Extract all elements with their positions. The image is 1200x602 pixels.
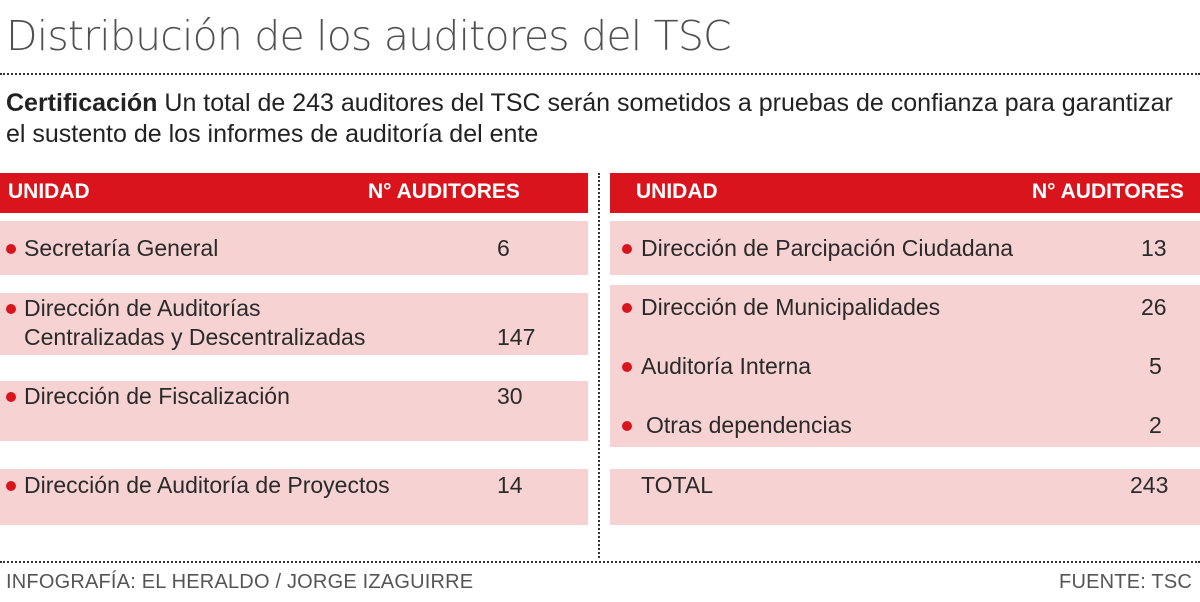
footer-source: FUENTE: TSC [1059,571,1192,593]
bullet-icon [6,304,16,314]
row-band [0,221,588,275]
footer-credit: INFOGRAFÍA: EL HERALDO / JORGE IZAGUIRRE [6,571,474,593]
row-value: 30 [497,383,523,409]
row-value: 2 [1149,412,1162,438]
row-band [0,469,588,525]
table-row: Secretaría General 6 [0,233,588,263]
bullet-icon [622,421,632,431]
table-row: Dirección de Fiscalización 30 [0,381,588,411]
bullet-icon [622,362,632,372]
bullet-icon [622,244,632,254]
table-row: Dirección de Parcipación Ciudadana 13 [610,233,1200,263]
bullet-icon [622,303,632,313]
footer-divider [0,561,1200,563]
row-band [610,221,1200,275]
page-title: Distribución de los auditores del TSC [6,12,732,60]
row-label: Secretaría General [24,235,219,261]
row-value: 26 [1141,294,1167,320]
row-value: 6 [497,235,510,261]
row-band [0,293,588,355]
row-label: Dirección de Auditoría de Proyectos [24,472,390,498]
row-value: 5 [1149,353,1162,379]
row-value: 13 [1141,235,1167,261]
intro-text: Un total de 243 auditores del TSC serán … [6,89,1173,148]
row-label-line1: Dirección de Auditorías [24,295,261,321]
bullet-icon [6,481,16,491]
row-label-line2: Centralizadas y Descentralizadas [24,324,366,350]
row-label: Otras dependencias [646,412,852,438]
row-band [0,381,588,441]
row-label: Dirección de Fiscalización [24,383,290,409]
intro-paragraph: Certificación Un total de 243 auditores … [6,88,1196,150]
row-label: Dirección de Municipalidades [641,294,941,320]
row-band [610,469,1200,525]
row-band [610,353,1200,401]
total-value: 243 [1130,472,1169,498]
header-unit: UNIDAD [636,180,718,203]
row-band [610,285,1200,353]
table-row: Dirección de Auditoría de Proyectos 14 [0,470,588,500]
table-row: Dirección de Municipalidades 26 [610,292,1200,322]
table-total-row: TOTAL 243 [610,470,1200,500]
row-band [610,401,1200,447]
header-count: N° AUDITORES [368,180,520,203]
total-label: TOTAL [641,472,713,498]
table-row: Auditoría Interna 5 [610,351,1200,381]
column-divider [598,173,600,558]
header-unit: UNIDAD [8,180,90,203]
table-left-header: UNIDAD N° AUDITORES [0,173,588,213]
table-row: Otras dependencias 2 [610,410,1200,440]
bullet-icon [6,392,16,402]
table-right-header: UNIDAD N° AUDITORES [610,173,1200,213]
intro-lead: Certificación [6,89,158,117]
header-count: N° AUDITORES [1032,180,1184,203]
row-value: 14 [497,472,523,498]
row-value: 147 [497,324,536,350]
table-row: Dirección de Auditorías Centralizadas y … [0,293,588,353]
title-divider [0,73,1200,75]
bullet-icon [6,244,16,254]
row-label: Dirección de Parcipación Ciudadana [641,235,1014,261]
row-label: Auditoría Interna [641,353,812,379]
